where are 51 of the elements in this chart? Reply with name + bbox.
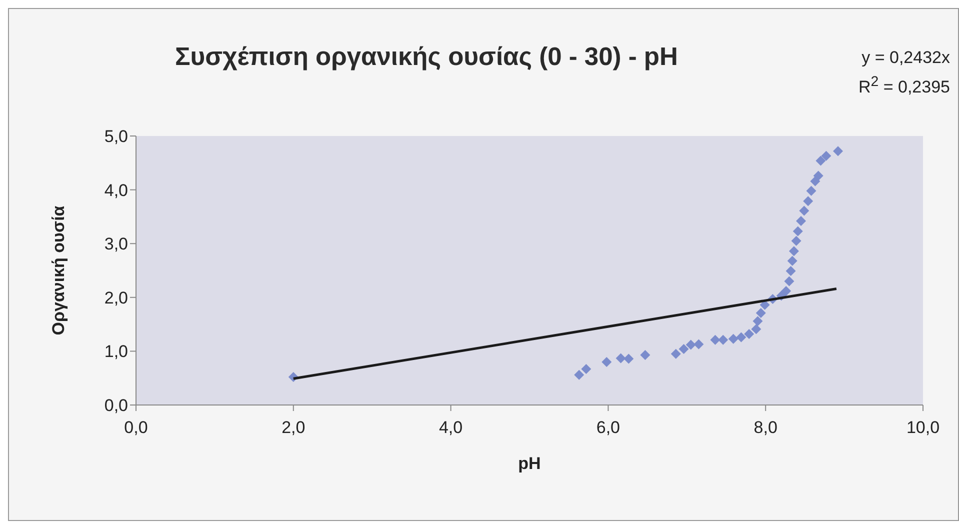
- point: [602, 356, 612, 367]
- x-axis-title: pH: [518, 454, 541, 474]
- point: [752, 316, 763, 326]
- y-tick-label: 1,0: [104, 342, 128, 362]
- point: [694, 339, 704, 350]
- point: [792, 226, 803, 236]
- text: R$^{2}$ = 0,2395: [858, 73, 950, 99]
- y-axis-title: Οργανική ουσία: [49, 205, 68, 336]
- point: [806, 186, 816, 196]
- y-tick-label: 0,0: [104, 396, 128, 416]
- point: [813, 170, 824, 181]
- x-tick-label: 10,0: [906, 418, 940, 438]
- y-tick-label: 4,0: [104, 180, 128, 200]
- point: [816, 156, 826, 166]
- chart-title: Συσχέπιση οργανικής ουσίας (0 - 30) - pH: [175, 43, 678, 72]
- text: y = 0,2432x: [860, 47, 950, 69]
- point: [718, 334, 728, 345]
- point: [788, 246, 799, 256]
- point: [710, 334, 720, 345]
- point: [791, 236, 802, 246]
- point: [810, 176, 820, 186]
- x-tick-label: 0,0: [124, 418, 148, 438]
- point: [670, 348, 681, 359]
- point: [678, 344, 689, 354]
- y-tick-label: 3,0: [104, 234, 128, 254]
- point: [756, 308, 766, 318]
- x-tick-label: 8,0: [754, 418, 778, 438]
- x-tick-label: 6,0: [596, 418, 620, 438]
- point: [803, 196, 814, 206]
- point: [821, 150, 832, 161]
- point: [616, 353, 626, 364]
- point: [728, 334, 738, 344]
- point: [736, 332, 746, 342]
- y-tick-label: 2,0: [104, 288, 128, 308]
- point: [574, 370, 584, 380]
- point: [796, 216, 806, 226]
- point: [624, 354, 634, 364]
- point: [784, 276, 794, 286]
- point: [581, 364, 592, 374]
- point: [751, 324, 762, 334]
- point: [640, 350, 650, 360]
- x-tick-label: 2,0: [282, 418, 306, 438]
- point: [833, 146, 844, 156]
- point: [786, 266, 796, 276]
- y-tick-label: 5,0: [104, 127, 128, 146]
- point: [781, 286, 792, 296]
- x-tick-label: 4,0: [438, 418, 463, 438]
- point: [787, 256, 798, 266]
- point: [686, 340, 696, 350]
- point: [799, 206, 810, 216]
- point: [744, 328, 754, 339]
